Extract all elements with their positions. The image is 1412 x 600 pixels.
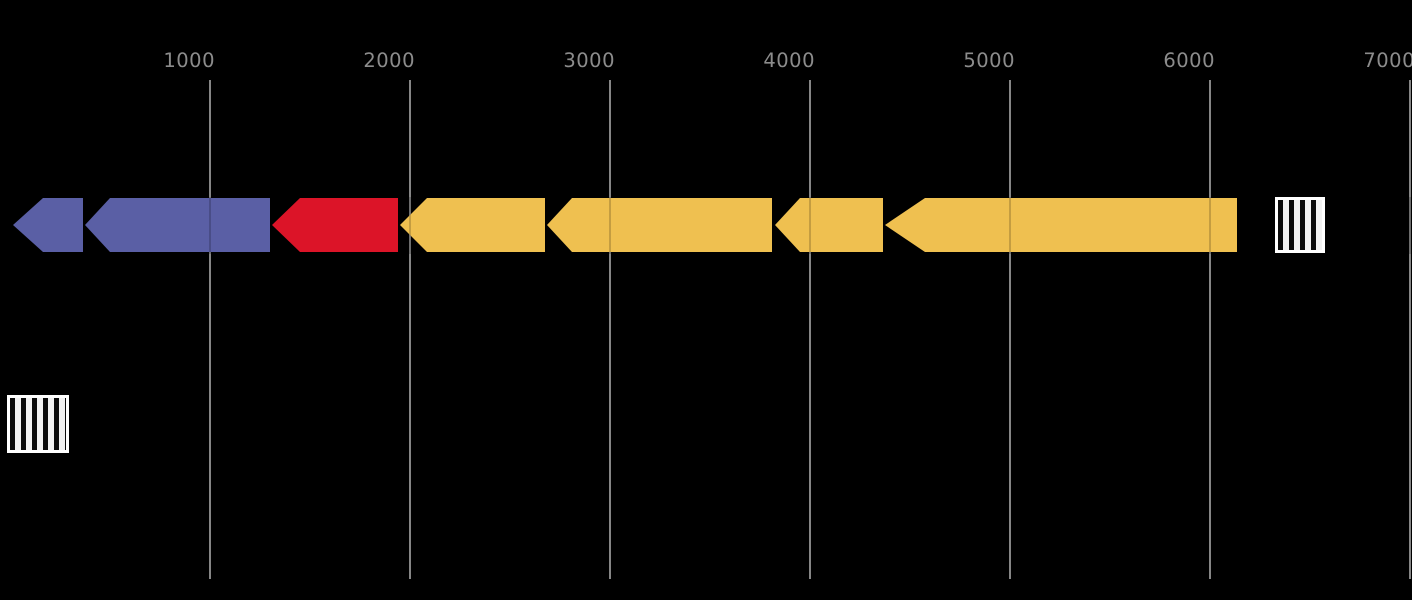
gridline-arrow-overlay [1209, 197, 1211, 254]
axis-tick-label: 2000 [363, 49, 415, 72]
gridline-arrow-overlay [809, 197, 811, 254]
axis-tick-label: 3000 [563, 49, 615, 72]
hatched-feature-left [7, 395, 69, 453]
gene-7-arrow [885, 198, 1237, 252]
axis-tick-label: 6000 [1163, 49, 1215, 72]
gridline-arrow-overlay [209, 197, 211, 254]
axis-tick-label: 1000 [163, 49, 215, 72]
axis-tick-label: 4000 [763, 49, 815, 72]
gridline-arrow-overlay [1409, 197, 1411, 254]
gene-4-arrow [400, 198, 545, 252]
axis-gridline-7000 [1409, 80, 1411, 579]
axis-gridline-5000 [1009, 80, 1011, 579]
gene-3-arrow [272, 198, 398, 252]
hatched-feature-right [1275, 197, 1325, 253]
gridline-arrow-overlay [409, 197, 411, 254]
gene-6-arrow [775, 198, 883, 252]
axis-gridline-4000 [809, 80, 811, 579]
axis-tick-label: 7000 [1363, 49, 1412, 72]
axis-gridline-1000 [209, 80, 211, 579]
gridline-arrow-overlay [1009, 197, 1011, 254]
gene-1-arrow [13, 198, 83, 252]
axis-tick-label: 5000 [963, 49, 1015, 72]
axis-gridline-2000 [409, 80, 411, 579]
gridline-arrow-overlay [609, 197, 611, 254]
gene-5-arrow [547, 198, 772, 252]
gene-2-arrow [85, 198, 270, 252]
axis-gridline-6000 [1209, 80, 1211, 579]
axis-gridline-3000 [609, 80, 611, 579]
